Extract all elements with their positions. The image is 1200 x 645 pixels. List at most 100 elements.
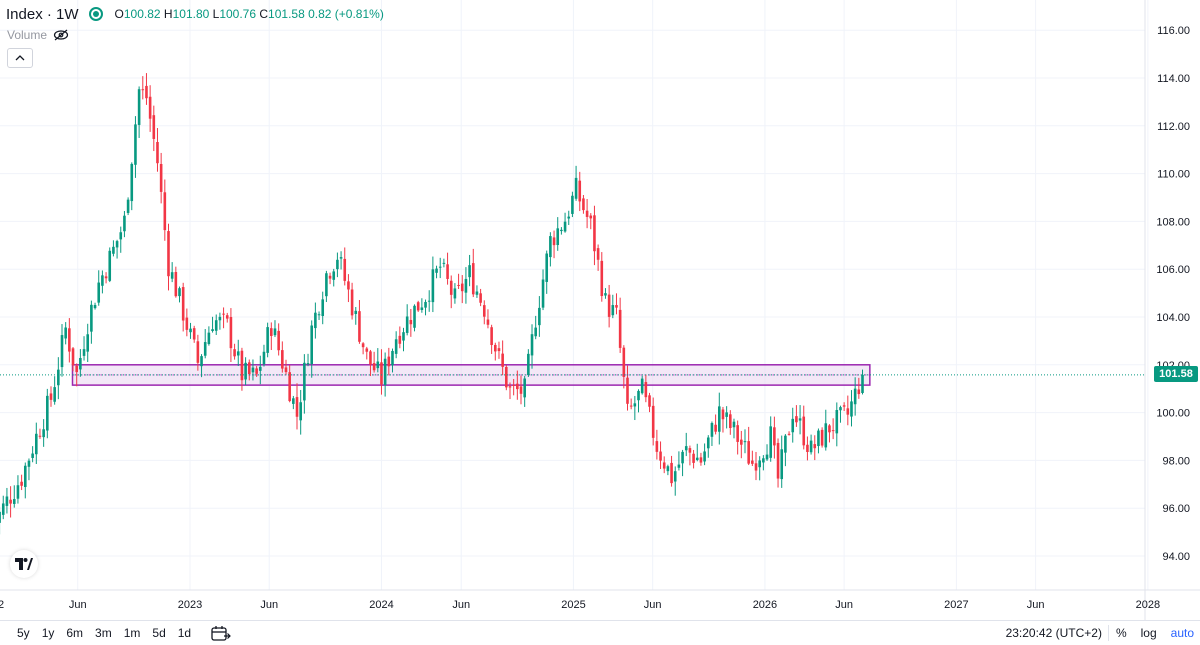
candle-body bbox=[222, 313, 225, 315]
range-6m-button[interactable]: 6m bbox=[66, 626, 84, 640]
time-tick-label: 2025 bbox=[561, 599, 585, 611]
candle-body bbox=[618, 309, 622, 348]
tradingview-logo[interactable] bbox=[10, 550, 38, 578]
candle-body bbox=[545, 253, 549, 282]
candle-body bbox=[42, 429, 45, 438]
candle-body bbox=[303, 362, 306, 401]
collapse-legend-button[interactable] bbox=[7, 48, 33, 68]
candle-body bbox=[97, 282, 101, 303]
candle-body bbox=[655, 441, 659, 452]
candle-body bbox=[725, 412, 728, 417]
candle-body bbox=[578, 180, 582, 202]
candle-body bbox=[791, 418, 795, 433]
candle-body bbox=[402, 332, 405, 341]
calendar-goto-icon[interactable] bbox=[211, 625, 231, 641]
candle-body bbox=[717, 406, 721, 432]
candle-body bbox=[46, 395, 49, 431]
range-1m-button[interactable]: 1m bbox=[123, 626, 141, 640]
candle-body bbox=[486, 319, 490, 325]
candle-body bbox=[817, 430, 820, 447]
high-value: 101.80 bbox=[172, 7, 210, 21]
candle-body bbox=[207, 332, 211, 345]
candle-body bbox=[831, 430, 835, 432]
candle-body bbox=[130, 163, 134, 202]
candle-body bbox=[60, 335, 64, 368]
range-3m-button[interactable]: 3m bbox=[95, 626, 112, 640]
range-5y-button[interactable]: 5y bbox=[17, 626, 30, 640]
candle-body bbox=[413, 305, 416, 328]
candle-body bbox=[798, 418, 802, 421]
candle-body bbox=[640, 378, 644, 394]
candle-body bbox=[391, 350, 394, 366]
range-1y-button[interactable]: 1y bbox=[41, 626, 55, 640]
range-1d-button[interactable]: 1d bbox=[177, 626, 192, 640]
candle-body bbox=[747, 441, 750, 464]
candle-body bbox=[295, 397, 299, 417]
candle-body bbox=[585, 210, 589, 217]
time-axis[interactable]: 22 Jun 2023 Jun 2024 Jun 2025 Jun 2026 Jun 2027 Jun… bbox=[0, 589, 1200, 611]
volume-indicator[interactable]: Volume bbox=[7, 28, 69, 42]
candle-body bbox=[600, 260, 604, 297]
toolbar-divider bbox=[1108, 625, 1109, 641]
candle-body bbox=[435, 268, 438, 273]
symbol-title[interactable]: Index · 1W bbox=[6, 5, 79, 23]
low-value: 100.76 bbox=[219, 7, 257, 21]
percent-scale-button[interactable]: % bbox=[1115, 626, 1127, 640]
candle-body bbox=[145, 85, 148, 99]
candle-body bbox=[115, 241, 119, 248]
candle-body bbox=[626, 377, 629, 404]
candle-body bbox=[530, 334, 534, 356]
candle-body bbox=[71, 348, 75, 366]
candle-body bbox=[262, 351, 266, 365]
change-value: 0.82 (+0.81%) bbox=[308, 7, 384, 21]
candle-body bbox=[424, 301, 427, 308]
price-chart[interactable]: 94.0096.0098.00100.00102.00104.00106.001… bbox=[0, 0, 1200, 620]
candle-body bbox=[670, 462, 673, 484]
candle-body bbox=[596, 248, 600, 260]
candle-body bbox=[743, 441, 747, 443]
candle-body bbox=[494, 344, 497, 352]
ohlc-values: O100.82 H101.80 L100.76 C101.58 0.82 (+0… bbox=[114, 7, 384, 21]
range-5d-button[interactable]: 5d bbox=[152, 626, 166, 640]
eye-crossed-icon[interactable] bbox=[53, 29, 69, 41]
clock-time[interactable]: 23:20:42 (UTC+2) bbox=[1005, 626, 1102, 640]
candle-body bbox=[236, 351, 240, 356]
candle-body bbox=[538, 307, 541, 326]
candle-body bbox=[508, 386, 512, 388]
candle-body bbox=[710, 423, 714, 437]
last-price-badge: 101.58 bbox=[1154, 366, 1198, 382]
candle-body bbox=[820, 429, 824, 446]
candle-body bbox=[332, 271, 336, 280]
candle-body bbox=[354, 310, 358, 314]
time-tick-label: 2024 bbox=[369, 599, 393, 611]
candle-body bbox=[306, 363, 310, 365]
candle-body bbox=[813, 444, 817, 449]
candle-body bbox=[501, 353, 504, 367]
candle-body bbox=[706, 437, 710, 449]
candle-body bbox=[688, 448, 692, 453]
grid-lines bbox=[0, 0, 1149, 590]
candle-body bbox=[178, 288, 181, 297]
candle-body bbox=[409, 319, 413, 325]
candle-body bbox=[189, 328, 192, 333]
candle-body bbox=[516, 383, 519, 390]
log-scale-button[interactable]: log bbox=[1140, 626, 1157, 640]
candle-body bbox=[104, 276, 108, 279]
candle-body bbox=[229, 316, 233, 349]
candle-body bbox=[12, 499, 16, 504]
price-axis[interactable]: 94.0096.0098.00100.00102.00104.00106.001… bbox=[1144, 0, 1190, 620]
tv-logo-icon bbox=[15, 558, 33, 570]
candle-body bbox=[310, 325, 314, 365]
candle-body bbox=[765, 454, 769, 460]
close-value: 101.58 bbox=[268, 7, 305, 21]
auto-scale-button[interactable]: auto bbox=[1170, 626, 1194, 640]
candle-body bbox=[361, 343, 365, 348]
candle-body bbox=[211, 329, 214, 332]
candle-body bbox=[633, 403, 637, 407]
candle-body bbox=[703, 451, 706, 462]
candle-body bbox=[380, 362, 383, 385]
price-tick-label: 116.00 bbox=[1157, 25, 1190, 37]
candle-body bbox=[5, 496, 9, 506]
candle-body bbox=[758, 460, 761, 468]
range-buttons: 5y 1y 6m 3m 1m 5d 1d bbox=[11, 626, 197, 640]
